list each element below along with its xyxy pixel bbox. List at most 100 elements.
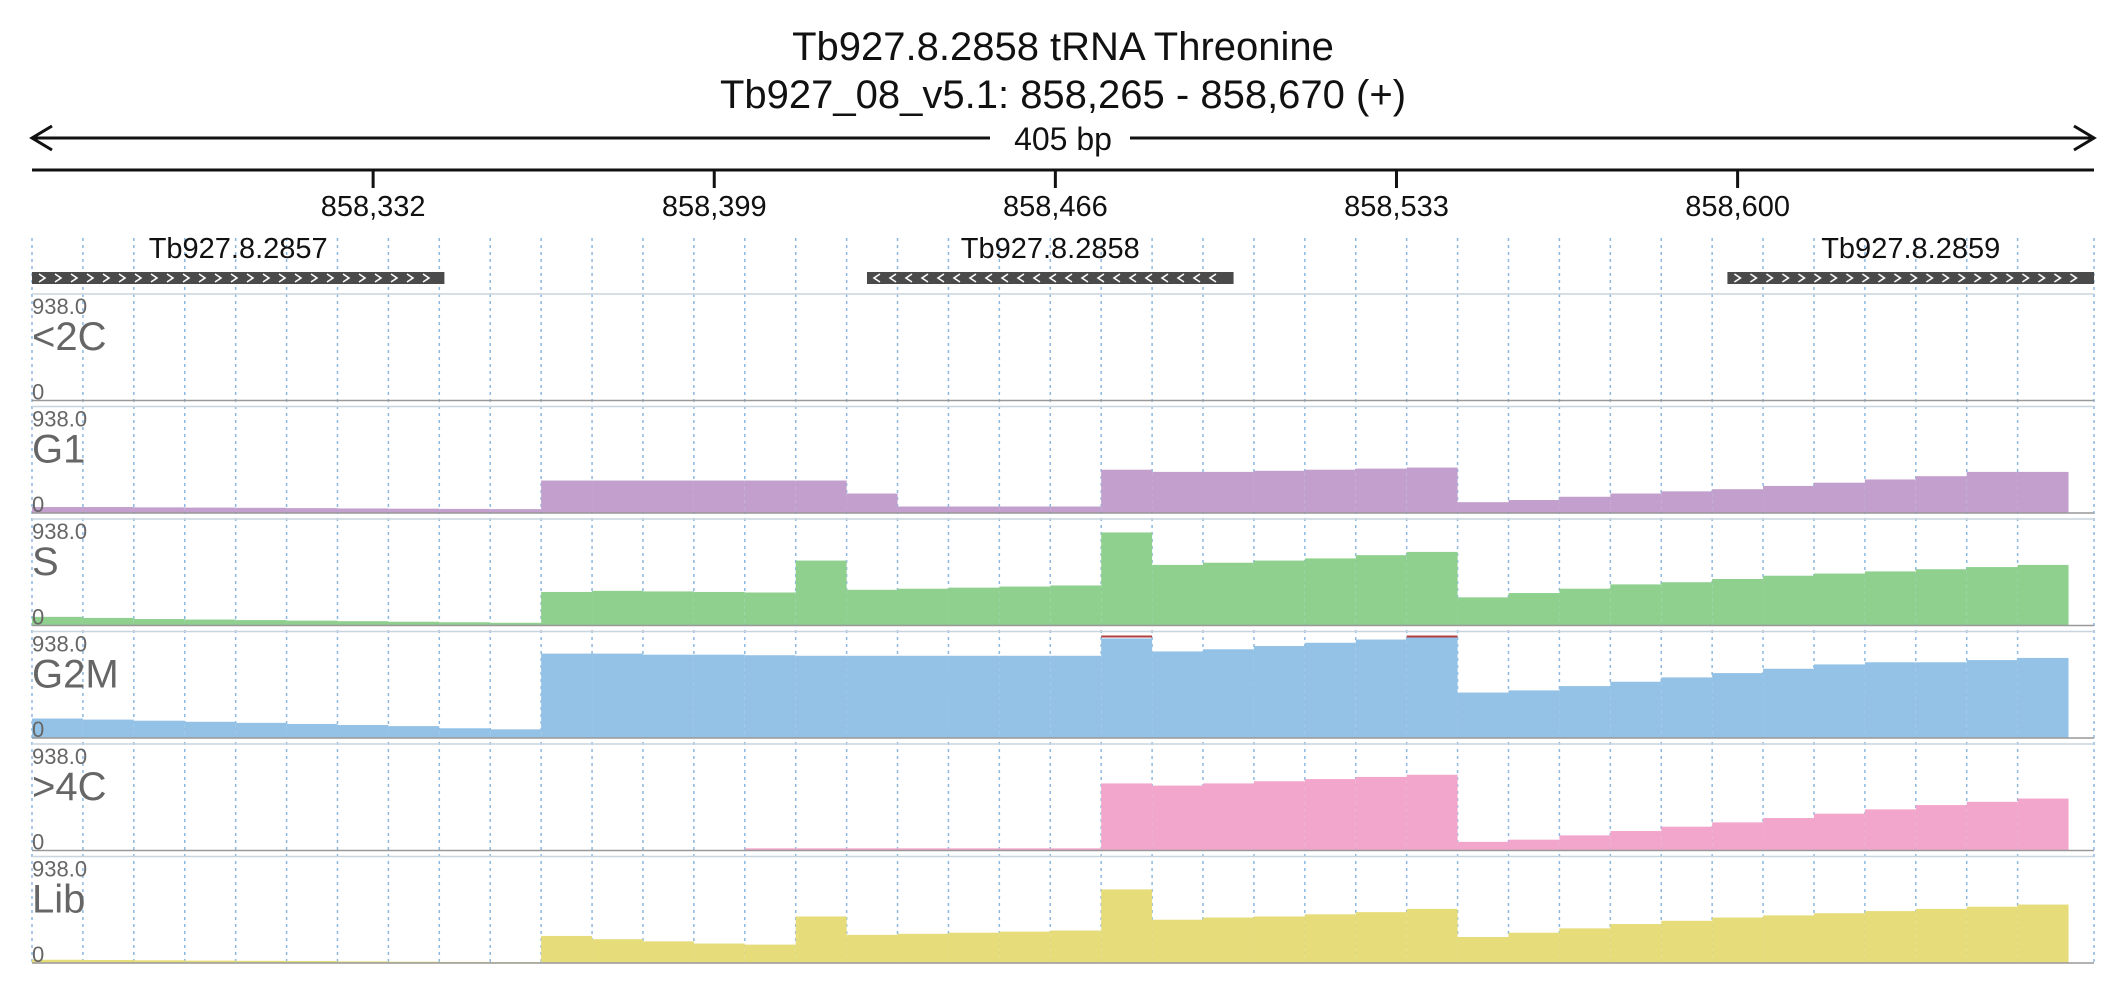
coverage-bar-2-17 [897, 588, 949, 626]
span-indicator: 405 bp [29, 121, 2097, 157]
coverage-bar-5-19 [999, 931, 1051, 963]
coverage-bar-3-20 [1050, 655, 1102, 738]
gene-strand-chevron-2 [1765, 273, 1774, 283]
gene-strand-chevron-0 [54, 273, 63, 283]
gene-strand-chevron-2 [2037, 273, 2046, 283]
track-ymax-label-1: 938.0 [32, 407, 87, 432]
coverage-bar-3-5 [286, 723, 338, 738]
coverage-bar-2-35 [1813, 573, 1865, 626]
coverage-bar-3-38 [1966, 660, 2018, 738]
coverage-bar-4-26 [1355, 776, 1407, 851]
gene-strand-chevron-0 [166, 273, 175, 283]
coverage-bar-4-38 [1966, 801, 2018, 851]
coverage-bar-5-31 [1610, 924, 1662, 963]
coverage-bar-4-20 [1050, 848, 1102, 851]
track-name-0: <2C [32, 315, 107, 359]
coverage-bar-4-32 [1661, 826, 1713, 851]
gene-strand-chevron-0 [246, 273, 255, 283]
coverage-bar-1-15 [795, 480, 847, 513]
coverage-bar-4-23 [1203, 783, 1254, 851]
gene-strand-chevron-1 [1112, 273, 1121, 283]
coverage-bar-5-4 [235, 960, 287, 963]
track-name-4: >4C [32, 765, 107, 809]
coverage-bar-2-9 [490, 622, 542, 626]
gene-strand-chevron-1 [936, 273, 945, 283]
track-name-5: Lib [32, 878, 85, 922]
track-5: 938.0 0 Lib [32, 855, 2094, 967]
coverage-bar-2-6 [337, 621, 389, 626]
coverage-bar-2-38 [1966, 567, 2018, 626]
coverage-bar-3-4 [235, 722, 287, 738]
coverage-bar-1-12 [642, 480, 694, 513]
ruler-tick-label-0: 858,332 [321, 191, 426, 223]
coverage-bar-5-5 [286, 961, 338, 963]
coverage-bar-3-8 [439, 728, 491, 738]
coverage-bar-2-1 [82, 617, 134, 626]
coverage-bar-3-19 [999, 655, 1051, 738]
coverage-bar-4-34 [1763, 818, 1814, 851]
coverage-bar-5-1 [82, 959, 134, 963]
gene-strand-chevron-0 [230, 273, 239, 283]
coverage-bar-1-7 [388, 508, 440, 513]
gene-strand-chevron-0 [422, 273, 431, 283]
coordinate-ruler: 858,332 858,399 858,466 858,533 858,600 [32, 168, 2094, 223]
chart-title-line1: Tb927.8.2858 tRNA Threonine [792, 25, 1334, 69]
gene-label-2: Tb927.8.2859 [1821, 233, 2000, 265]
coverage-bar-1-23 [1203, 471, 1254, 513]
coverage-bar-4-29 [1508, 839, 1560, 851]
track-ymax-label-5: 938.0 [32, 857, 87, 882]
coverage-bar-3-24 [1253, 646, 1305, 738]
coverage-bar-3-11 [592, 653, 643, 738]
coverage-bar-1-38 [1966, 471, 2018, 513]
coverage-bar-3-22 [1152, 651, 1204, 738]
coverage-bar-4-39 [2017, 798, 2069, 851]
coverage-bar-1-22 [1152, 471, 1204, 513]
gene-label-1: Tb927.8.2858 [961, 233, 1140, 265]
coverage-bar-1-35 [1813, 482, 1865, 513]
coverage-bar-1-21 [1101, 469, 1153, 513]
track-ymax-label-3: 938.0 [32, 632, 87, 657]
track-zero-label-3: 0 [32, 717, 44, 742]
coverage-bar-2-29 [1508, 593, 1560, 626]
track-zero-label-2: 0 [32, 605, 44, 630]
coverage-bar-4-21 [1101, 783, 1153, 851]
coverage-bar-2-21 [1101, 532, 1153, 626]
gene-label-0: Tb927.8.2857 [149, 233, 328, 265]
coverage-bar-5-29 [1508, 932, 1560, 963]
gene-strand-chevron-1 [888, 273, 897, 283]
coverage-bar-2-28 [1457, 597, 1509, 626]
coverage-bar-1-6 [337, 508, 389, 513]
coverage-bar-5-12 [642, 941, 694, 963]
track-zero-label-0: 0 [32, 380, 44, 405]
gene-strand-chevron-2 [1813, 273, 1822, 283]
coverage-bar-3-30 [1559, 686, 1611, 738]
gene-strand-chevron-1 [968, 273, 977, 283]
span-arrow-left-head [29, 124, 53, 152]
coverage-bar-3-1 [82, 719, 134, 738]
coverage-bar-2-18 [948, 587, 1000, 626]
coverage-bar-4-24 [1253, 781, 1305, 851]
gene-strand-chevron-1 [1032, 273, 1041, 283]
coverage-bar-5-10 [541, 935, 593, 963]
chart-title-line2: Tb927_08_v5.1: 858,265 - 858,670 (+) [720, 73, 1406, 117]
coverage-bar-3-3 [184, 721, 236, 738]
gene-strand-chevron-0 [326, 273, 335, 283]
gene-strand-chevron-2 [2005, 273, 2014, 283]
gene-strand-chevron-2 [1749, 273, 1758, 283]
coverage-bar-2-11 [592, 590, 643, 626]
gene-strand-chevron-2 [1781, 273, 1790, 283]
gene-strand-chevron-2 [1973, 273, 1982, 283]
coverage-bar-3-12 [642, 654, 694, 738]
coverage-bar-1-14 [744, 480, 796, 513]
gene-strand-chevron-2 [1797, 273, 1806, 283]
coverage-bar-3-39 [2017, 657, 2069, 738]
coverage-bar-1-30 [1559, 496, 1611, 513]
gene-strand-chevron-2 [1733, 273, 1742, 283]
gene-strand-chevron-0 [390, 273, 399, 283]
coverage-bar-1-13 [693, 480, 745, 513]
coverage-bar-4-31 [1610, 831, 1662, 851]
coverage-bar-5-16 [846, 934, 898, 963]
coverage-bar-1-33 [1712, 489, 1764, 513]
coverage-bar-5-3 [184, 960, 236, 963]
